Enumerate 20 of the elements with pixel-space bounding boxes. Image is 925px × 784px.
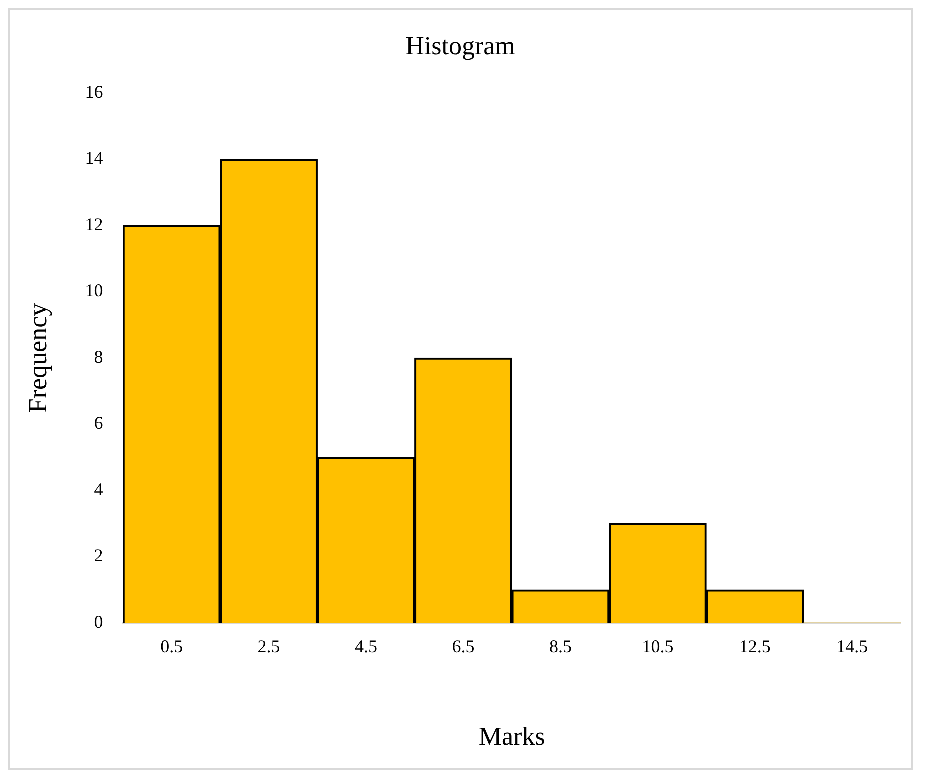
y-tick-label: 4 <box>94 479 104 500</box>
chart-title: Histogram <box>406 31 516 60</box>
y-tick-label: 16 <box>85 82 104 102</box>
y-tick-label: 12 <box>85 214 104 234</box>
x-tick-label: 12.5 <box>739 636 771 657</box>
x-tick-label: 10.5 <box>642 636 674 657</box>
y-tick-label: 10 <box>85 280 104 301</box>
x-axis-title: Marks <box>478 722 546 752</box>
y-tick-label: 14 <box>85 148 104 168</box>
x-tick-label: 6.5 <box>452 636 475 657</box>
x-tick-label: 2.5 <box>258 636 280 657</box>
x-tick-label: 14.5 <box>836 636 868 657</box>
x-tick-label: 0.5 <box>160 636 184 657</box>
y-tick-label: 2 <box>94 546 104 566</box>
y-tick-label: 0 <box>94 612 104 632</box>
y-tick-label: 8 <box>94 346 104 367</box>
y-tick-label: 6 <box>94 413 104 434</box>
y-axis-title: Frequency <box>23 303 52 414</box>
x-tick-label: 4.5 <box>355 636 378 657</box>
x-tick-label: 8.5 <box>549 636 572 657</box>
